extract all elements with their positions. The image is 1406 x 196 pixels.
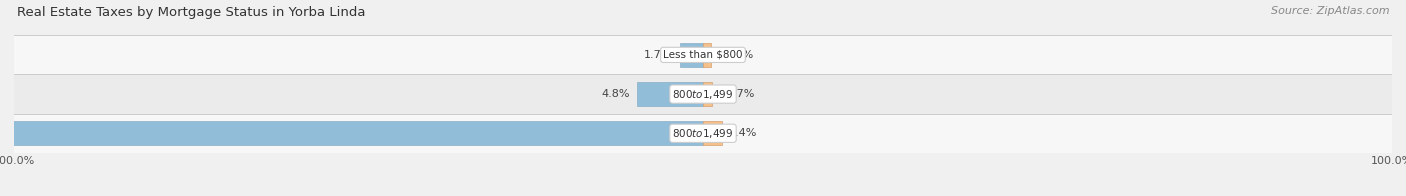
Text: Source: ZipAtlas.com: Source: ZipAtlas.com: [1271, 6, 1389, 16]
Text: Less than $800: Less than $800: [664, 50, 742, 60]
Bar: [703, 43, 711, 67]
Bar: [14, 74, 1392, 114]
Text: $800 to $1,499: $800 to $1,499: [672, 88, 734, 101]
Legend: Without Mortgage, With Mortgage: Without Mortgage, With Mortgage: [581, 193, 825, 196]
Text: 1.4%: 1.4%: [730, 128, 758, 138]
Bar: [14, 114, 1392, 153]
Text: Real Estate Taxes by Mortgage Status in Yorba Linda: Real Estate Taxes by Mortgage Status in …: [17, 6, 366, 19]
Text: 1.7%: 1.7%: [644, 50, 672, 60]
Bar: [703, 82, 713, 106]
Bar: [0, 121, 703, 145]
Text: $800 to $1,499: $800 to $1,499: [672, 127, 734, 140]
Text: 4.8%: 4.8%: [602, 89, 630, 99]
Bar: [703, 121, 723, 145]
Text: 0.61%: 0.61%: [718, 50, 754, 60]
Bar: [679, 43, 703, 67]
Bar: [14, 35, 1392, 74]
Bar: [637, 82, 703, 106]
Text: 0.67%: 0.67%: [718, 89, 755, 99]
